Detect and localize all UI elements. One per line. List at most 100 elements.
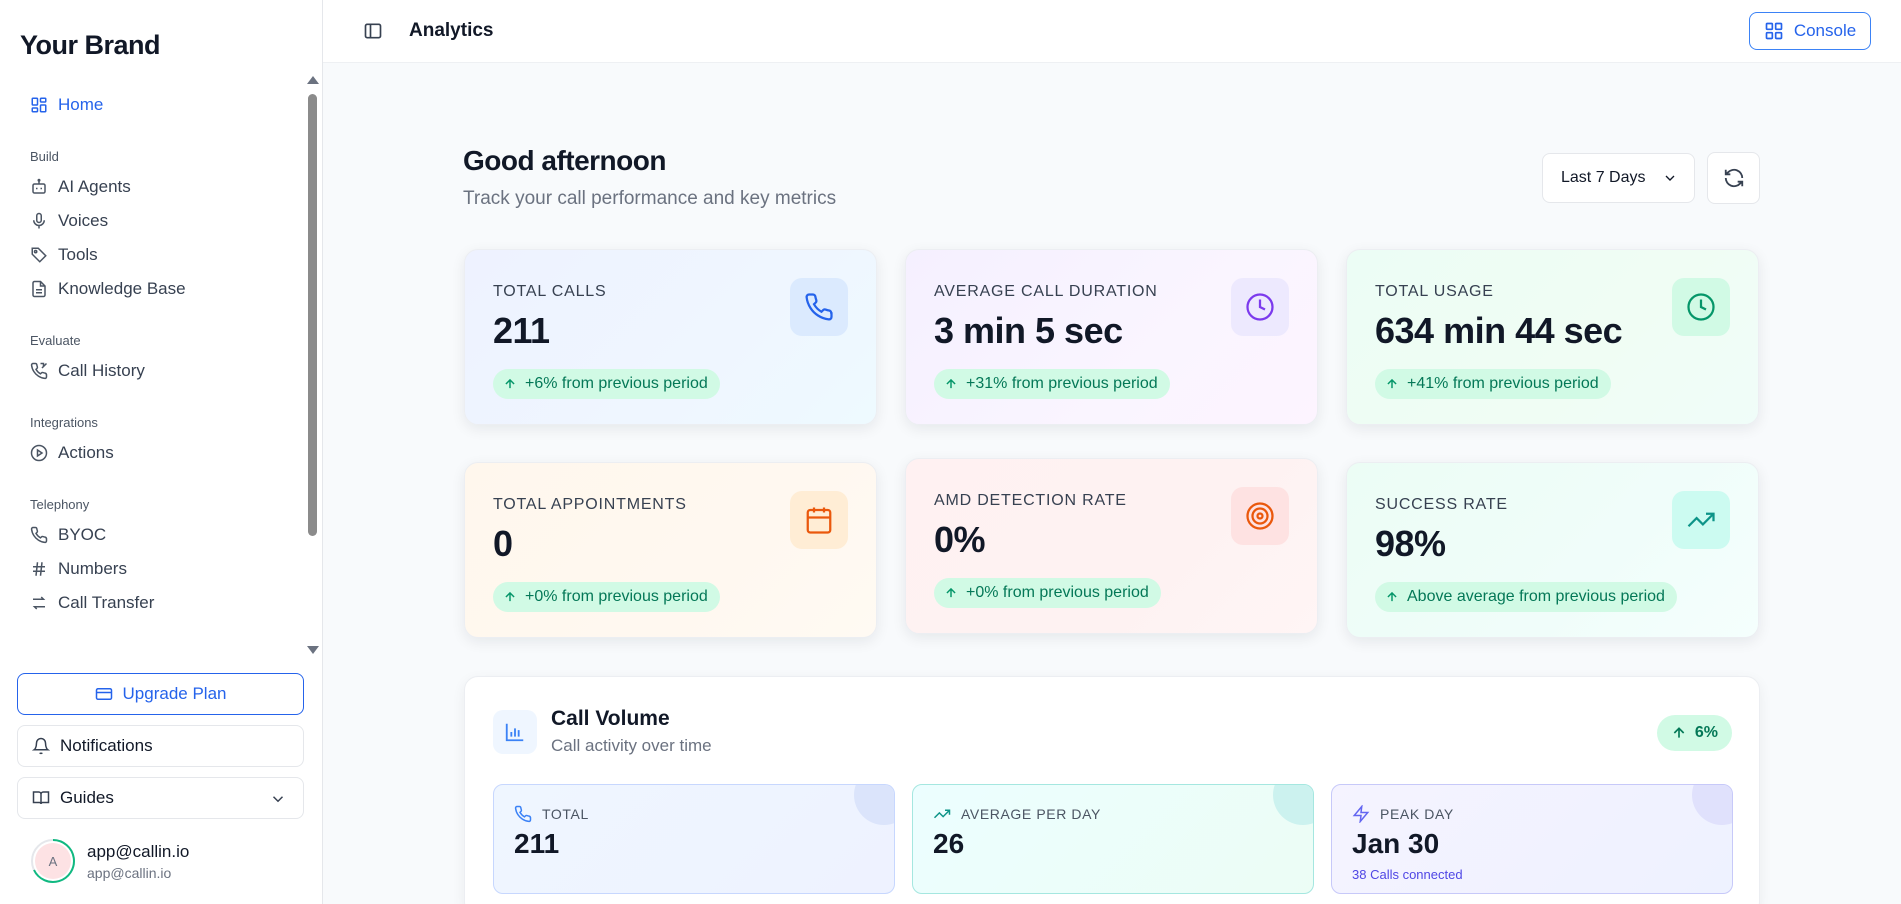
sidebar-item-home[interactable]: Home: [18, 88, 303, 122]
trend-text: 6%: [1694, 724, 1718, 741]
metric-icon-box: [790, 491, 848, 549]
stat-label: AVERAGE PER DAY: [933, 805, 1101, 823]
book-open-icon: [32, 791, 50, 805]
arrow-up-icon: [946, 378, 956, 389]
trend-badge: Above average from previous period: [1375, 582, 1677, 612]
user-profile[interactable]: A app@callin.io app@callin.io: [30, 836, 300, 886]
sidebar-toggle-icon[interactable]: [363, 21, 383, 41]
upgrade-plan-label: Upgrade Plan: [122, 684, 227, 703]
console-button[interactable]: Console: [1749, 12, 1871, 50]
clock-icon: [1246, 293, 1274, 321]
trend-text: +0% from previous period: [966, 584, 1149, 601]
avatar-progress-ring: [31, 839, 75, 883]
metric-value: 211: [493, 310, 550, 351]
greeting-heading: Good afternoon: [463, 145, 666, 176]
page-title: Analytics: [409, 20, 494, 41]
guides-dropdown[interactable]: Guides: [17, 777, 304, 819]
sidebar-item-label: Voices: [58, 211, 109, 230]
sidebar-item-knowledge-base[interactable]: Knowledge Base: [18, 272, 303, 306]
scrollbar-thumb[interactable]: [308, 94, 317, 536]
brand-logo[interactable]: Your Brand: [20, 30, 161, 60]
sidebar-item-ai-agents[interactable]: AI Agents: [18, 170, 303, 204]
trend-badge: +41% from previous period: [1375, 369, 1611, 399]
sidebar-item-actions[interactable]: Actions: [18, 436, 303, 470]
sidebar-nav: Home Build AI Agents Voices Tools Knowle…: [18, 88, 303, 658]
sidebar: Your Brand Home Build AI Agents Voices T…: [0, 0, 323, 904]
trending-up-icon: [1687, 512, 1715, 528]
metric-icon-box: [1231, 278, 1289, 336]
refresh-button[interactable]: [1707, 152, 1760, 204]
stat-label-text: AVERAGE PER DAY: [961, 806, 1101, 822]
sidebar-item-label: AI Agents: [58, 177, 131, 196]
trend-badge: +31% from previous period: [934, 369, 1170, 399]
metric-value: 98%: [1375, 523, 1446, 564]
stat-value: 211: [514, 828, 560, 859]
arrow-up-icon: [946, 587, 956, 598]
refresh-icon: [1724, 168, 1743, 188]
phone-history-icon: [30, 362, 48, 380]
metric-label: TOTAL APPOINTMENTS: [493, 496, 687, 513]
arrow-up-icon: [505, 591, 515, 602]
phone-icon: [30, 526, 48, 544]
calendar-icon: [806, 507, 832, 534]
lightning-icon: [1352, 805, 1370, 823]
bar-chart-icon-box: [493, 710, 537, 754]
nav-section-evaluate: Evaluate: [30, 333, 81, 348]
sidebar-item-label: Actions: [58, 443, 114, 462]
trend-text: +0% from previous period: [525, 588, 708, 605]
trend-badge: +0% from previous period: [493, 582, 720, 612]
stat-total: TOTAL 211: [493, 784, 895, 894]
document-icon: [32, 280, 46, 298]
decorative-blob: [1692, 785, 1732, 825]
trend-badge: +0% from previous period: [934, 578, 1161, 608]
chevron-down-icon: [1665, 175, 1675, 181]
date-range-select[interactable]: Last 7 Days: [1542, 153, 1695, 203]
clock-icon: [1687, 293, 1715, 321]
nav-section-telephony: Telephony: [30, 497, 90, 512]
sidebar-item-call-transfer[interactable]: Call Transfer: [18, 586, 303, 620]
metric-card-average-call-duration: AVERAGE CALL DURATION 3 min 5 sec +31% f…: [905, 249, 1318, 425]
stat-value: Jan 30: [1352, 828, 1440, 859]
console-label: Console: [1793, 21, 1857, 40]
sidebar-item-voices[interactable]: Voices: [18, 204, 303, 238]
date-range-value: Last 7 Days: [1561, 169, 1646, 186]
trend-text: Above average from previous period: [1407, 588, 1665, 605]
metric-label: AVERAGE CALL DURATION: [934, 283, 1158, 300]
top-bar: Analytics Console: [323, 0, 1901, 63]
metric-label: TOTAL CALLS: [493, 283, 607, 300]
upgrade-plan-button[interactable]: Upgrade Plan: [17, 673, 304, 715]
sidebar-item-label: Numbers: [58, 559, 127, 578]
notifications-button[interactable]: Notifications: [17, 725, 304, 767]
trend-badge: +6% from previous period: [493, 369, 720, 399]
arrow-up-icon: [505, 378, 515, 389]
trend-text: +31% from previous period: [966, 375, 1158, 392]
scroll-down-arrow-icon[interactable]: [307, 646, 319, 654]
play-circle-icon: [30, 444, 48, 462]
user-email: app@callin.io: [87, 865, 172, 881]
sidebar-scrollbar[interactable]: [305, 74, 319, 654]
metric-value: 0: [493, 523, 513, 564]
metric-label: SUCCESS RATE: [1375, 496, 1508, 513]
user-name: app@callin.io: [87, 842, 190, 861]
sidebar-item-call-history[interactable]: Call History: [18, 354, 303, 388]
chevron-down-icon: [272, 796, 284, 803]
metric-icon-box: [1672, 278, 1730, 336]
arrow-up-icon: [1387, 591, 1397, 602]
sidebar-item-byoc[interactable]: BYOC: [18, 518, 303, 552]
arrow-up-icon: [1673, 727, 1685, 738]
sidebar-item-numbers[interactable]: Numbers: [18, 552, 303, 586]
metric-card-amd-detection-rate: AMD DETECTION RATE 0% +0% from previous …: [905, 458, 1318, 634]
call-volume-panel: Call Volume Call activity over time 6% T…: [464, 676, 1760, 904]
nav-section-build: Build: [30, 149, 59, 164]
sidebar-item-tools[interactable]: Tools: [18, 238, 303, 272]
call-volume-subtitle: Call activity over time: [551, 736, 712, 755]
stat-note: 38 Calls connected: [1352, 867, 1463, 882]
transfer-icon: [32, 596, 46, 610]
metric-icon-box: [1231, 487, 1289, 545]
avatar: A: [35, 843, 71, 879]
stat-label-text: PEAK DAY: [1380, 806, 1454, 822]
call-volume-title: Call Volume: [551, 707, 670, 730]
bell-icon: [32, 737, 50, 755]
scroll-up-arrow-icon[interactable]: [307, 76, 319, 84]
microphone-icon: [33, 212, 45, 229]
